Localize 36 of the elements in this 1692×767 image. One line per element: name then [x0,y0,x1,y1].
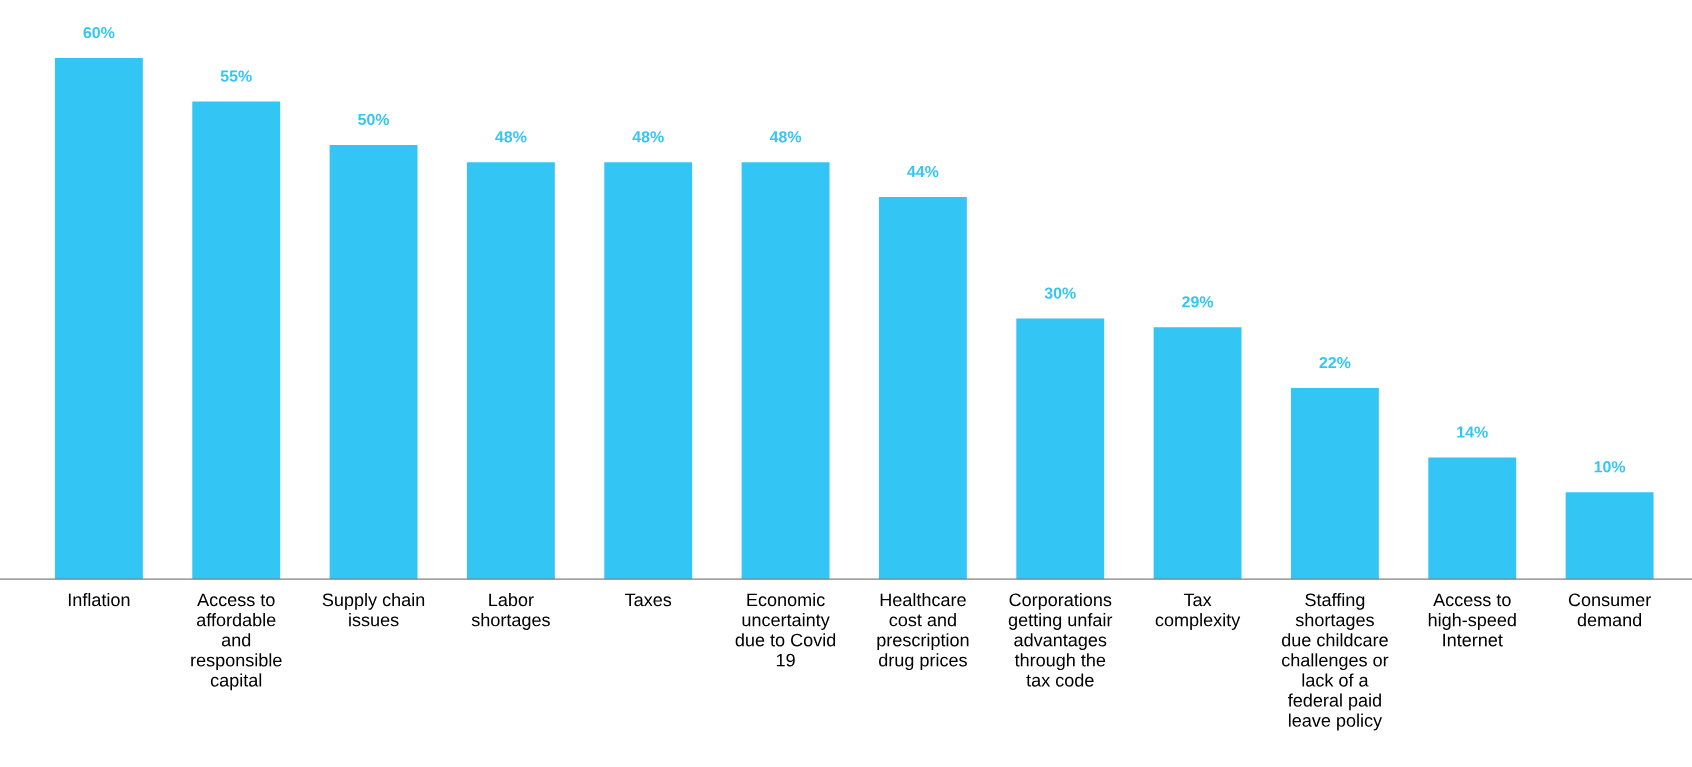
x-tick-label: Supply chain issues [322,592,425,627]
bar [1153,327,1242,580]
data-label: 10% [1594,461,1626,473]
data-label: 30% [1044,287,1076,299]
x-tick-label: Economic uncertainty due to Covid 19 [735,592,836,667]
data-label: 44% [907,165,939,178]
data-label: 60% [83,26,115,39]
x-tick-label: Access to high-speed Internet [1428,593,1516,647]
data-label: 48% [495,131,527,143]
bar [54,58,143,580]
data-label: 14% [1457,426,1488,438]
data-label: 48% [632,131,664,143]
bar [1016,318,1105,580]
bar [741,162,830,580]
data-label: 48% [769,131,802,143]
bar [466,162,555,580]
x-tick-label: Inflation [68,592,130,607]
bar [604,162,693,580]
x-tick-label: Labor shortages [471,592,550,630]
bar [878,197,967,580]
bar [329,144,418,580]
bar [1565,492,1654,580]
x-tick-label: Tax complexity [1155,593,1241,630]
bar [192,101,281,580]
x-tick-label: Taxes [625,593,672,607]
x-tick-label: Staffing shortages due childcare challenges or lack of a federal paid leave policy [1281,592,1389,731]
x-tick-label: Healthcare cost and prescription drug prices [877,592,969,671]
x-tick-label: Consumer demand [1568,593,1651,627]
x-tick-label: Access to affordable and responsible capital [191,593,282,691]
x-tick-label: Corporations getting unfair advantages through the tax code [1008,592,1113,687]
data-label: 29% [1182,296,1214,308]
data-label: 22% [1319,356,1351,369]
data-label: 50% [358,113,390,126]
data-label: 55% [220,70,252,82]
bar [1290,388,1379,580]
bar [1428,457,1517,580]
